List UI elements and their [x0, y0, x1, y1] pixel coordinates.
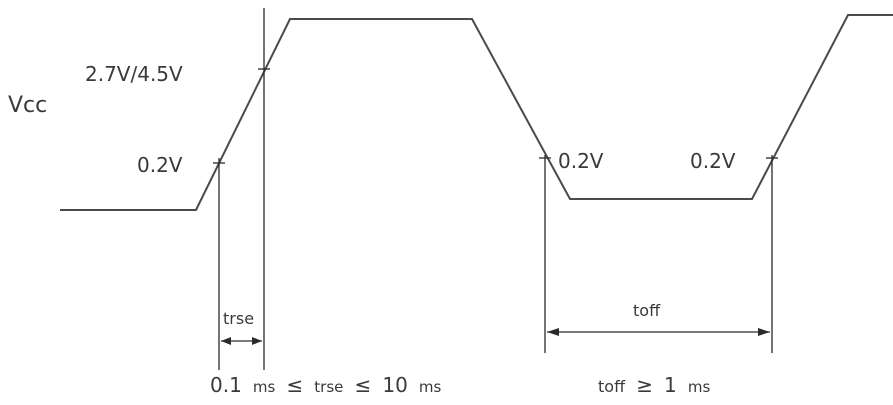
trse-dimension-arrow: [221, 337, 262, 345]
toff-label: toff: [633, 301, 661, 320]
vcc-label: Vcc: [8, 93, 47, 118]
vcc-waveform: [60, 14, 893, 211]
rerise-lower-threshold-label: 0.2V: [690, 149, 736, 173]
fall-lower-threshold-label: 0.2V: [558, 149, 604, 173]
rise-lower-threshold-label: 0.2V: [137, 153, 183, 177]
upper-threshold-label: 2.7V/4.5V: [85, 62, 183, 86]
trse-label: trse: [223, 309, 254, 328]
toff-constraint: toff ≥ 1 ms: [598, 373, 710, 397]
rise-constraint: 0.1 ms ≤ trse ≤ 10 ms: [210, 373, 442, 397]
toff-dimension-arrow: [547, 328, 770, 336]
